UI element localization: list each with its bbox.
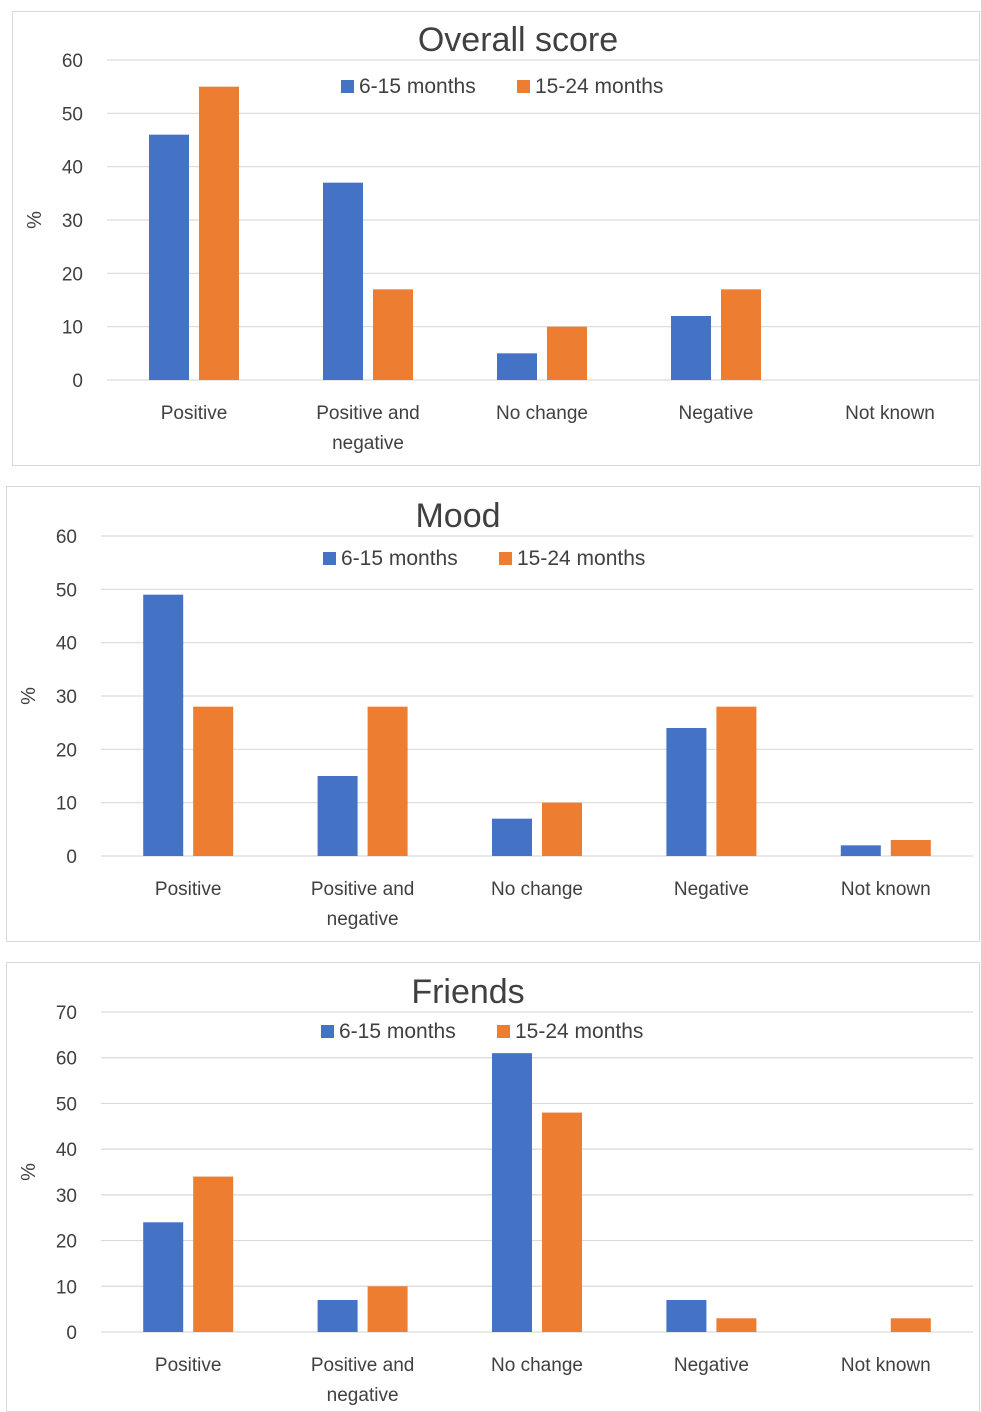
legend-label: 6-15 months — [359, 75, 476, 98]
legend-label: 6-15 months — [341, 547, 458, 570]
category-label: Positive — [155, 879, 222, 900]
legend-label: 15-24 months — [535, 75, 663, 98]
category-label: Positive — [161, 403, 228, 424]
category-label: negative — [327, 909, 399, 930]
bar-series-2 — [367, 1286, 408, 1332]
y-tick-label: 60 — [56, 527, 77, 548]
bar-series-2 — [542, 1112, 582, 1332]
bar-series-2 — [193, 706, 234, 856]
chart-panel-overall-score: 0 10 20 30 40 50 60% Overall score 6-15 months 15… — [12, 11, 980, 466]
category-label: negative — [327, 1385, 399, 1406]
y-tick-label: 40 — [56, 1140, 77, 1161]
category-label: Negative — [679, 403, 754, 424]
category-label: Not known — [841, 1355, 931, 1376]
bar-series-1 — [666, 1300, 707, 1332]
chart-svg: 0 10 20 30 40 50 60% Overall score 6-15 months 15… — [24, 21, 979, 454]
y-tick-label: 20 — [62, 264, 83, 285]
bar-series-1 — [317, 776, 358, 856]
bar-series-1 — [143, 1222, 184, 1332]
bar-series-1 — [671, 316, 711, 380]
y-tick-label: 40 — [62, 158, 83, 179]
category-label: Not known — [841, 879, 931, 900]
legend-swatch — [497, 1025, 510, 1038]
bar-series-1 — [492, 1053, 532, 1332]
legend-label: 6-15 months — [339, 1020, 456, 1043]
chart-svg: 0 10 20 30 40 50 60 70% Friends 6-15 months 15-24 … — [18, 973, 973, 1406]
category-label: Positive — [155, 1355, 222, 1376]
y-tick-label: 0 — [72, 371, 83, 392]
bar-series-2 — [199, 86, 239, 381]
category-label: No change — [491, 879, 583, 900]
bar-series-2 — [193, 1176, 234, 1332]
bar-series-2 — [716, 706, 757, 856]
y-axis-label: % — [18, 687, 40, 705]
bar-series-2 — [721, 289, 761, 380]
bar-series-1 — [840, 845, 881, 856]
bar-series-1 — [323, 182, 363, 380]
legend-swatch — [321, 1025, 334, 1038]
legend-swatch — [499, 552, 512, 565]
y-tick-label: 20 — [56, 1232, 77, 1253]
bar-series-2 — [367, 706, 408, 856]
category-label: Positive and — [316, 403, 420, 424]
y-tick-label: 0 — [66, 847, 77, 868]
bar-series-2 — [890, 1318, 931, 1332]
y-axis-label: % — [18, 1163, 40, 1181]
y-tick-label: 10 — [56, 1277, 77, 1298]
y-tick-label: 30 — [56, 687, 77, 708]
category-label: Negative — [674, 879, 749, 900]
chart-panel-friends: 0 10 20 30 40 50 60 70% Friends 6-15 months 15-24 … — [6, 962, 980, 1412]
y-tick-label: 50 — [62, 104, 83, 125]
category-label: No change — [496, 403, 588, 424]
bar-series-1 — [149, 134, 189, 380]
y-tick-label: 70 — [56, 1003, 77, 1024]
y-tick-label: 10 — [62, 318, 83, 339]
bar-series-2 — [890, 840, 931, 856]
y-axis-label: % — [24, 211, 46, 229]
category-label: Negative — [674, 1355, 749, 1376]
y-tick-label: 40 — [56, 634, 77, 655]
y-tick-label: 60 — [62, 51, 83, 72]
category-label: negative — [332, 433, 404, 454]
bar-series-1 — [317, 1300, 358, 1332]
chart-svg: 0 10 20 30 40 50 60% Mood 6-15 months 15-24 month… — [18, 497, 973, 930]
bar-series-2 — [542, 802, 582, 856]
bar-series-1 — [497, 353, 537, 380]
y-tick-label: 30 — [56, 1186, 77, 1207]
category-label: Positive and — [311, 1355, 415, 1376]
category-label: Positive and — [311, 879, 415, 900]
bar-series-2 — [716, 1318, 757, 1332]
y-tick-label: 50 — [56, 1094, 77, 1115]
y-tick-label: 0 — [66, 1323, 77, 1344]
chart-title: Mood — [415, 497, 500, 535]
bar-series-2 — [373, 289, 413, 380]
bar-series-1 — [143, 594, 184, 856]
category-label: Not known — [845, 403, 935, 424]
legend-swatch — [517, 80, 530, 93]
category-label: No change — [491, 1355, 583, 1376]
y-tick-label: 30 — [62, 211, 83, 232]
y-tick-label: 60 — [56, 1049, 77, 1070]
y-tick-label: 10 — [56, 794, 77, 815]
chart-title: Overall score — [418, 21, 618, 59]
y-tick-label: 50 — [56, 580, 77, 601]
legend-label: 15-24 months — [515, 1020, 643, 1043]
bar-series-1 — [666, 728, 707, 856]
bar-series-1 — [492, 818, 532, 856]
legend-label: 15-24 months — [517, 547, 645, 570]
chart-panel-mood: 0 10 20 30 40 50 60% Mood 6-15 months 15-24 month… — [6, 486, 980, 942]
legend-swatch — [323, 552, 336, 565]
bar-series-2 — [547, 326, 587, 380]
chart-title: Friends — [411, 973, 524, 1011]
legend-swatch — [341, 80, 354, 93]
y-tick-label: 20 — [56, 740, 77, 761]
